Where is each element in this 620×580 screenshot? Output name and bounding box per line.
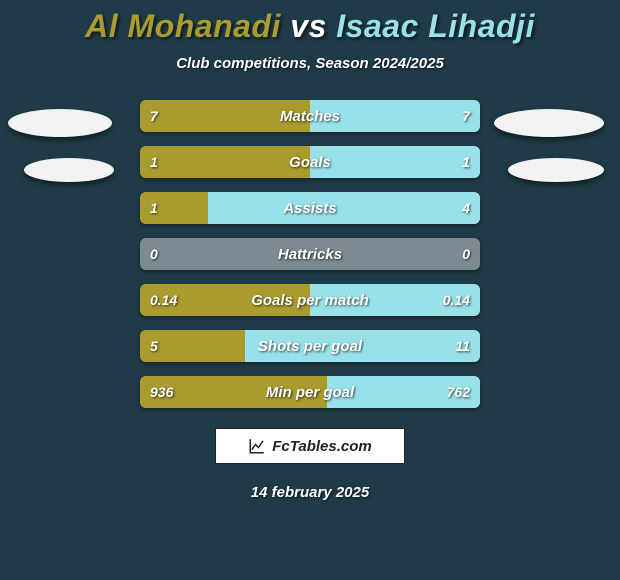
- brand-box: FcTables.com: [215, 428, 405, 464]
- brand-text: FcTables.com: [272, 438, 371, 455]
- stat-bar-left: [140, 100, 310, 132]
- avatar-ellipse: [508, 158, 604, 182]
- avatar-ellipse: [494, 109, 604, 137]
- stat-bar-left: [140, 192, 208, 224]
- stat-rows: Matches77 Goals11 Assists14 Hattricks0 0 Goal…: [140, 100, 480, 408]
- stat-row: Goals11: [140, 146, 480, 178]
- title-player1: Al Mohanadi: [85, 8, 281, 44]
- avatar-ellipse: [24, 158, 114, 182]
- stat-row: Goals per match0.140.14: [140, 284, 480, 316]
- date-line: 14 february 2025: [251, 484, 369, 501]
- stat-row: Assists14: [140, 192, 480, 224]
- stat-row: Hattricks0 0: [140, 238, 480, 270]
- stat-row: Shots per goal511: [140, 330, 480, 362]
- title-player2: Isaac Lihadji: [336, 8, 535, 44]
- stat-bar-right: [310, 284, 480, 316]
- stat-row: Min per goal936762: [140, 376, 480, 408]
- page-title: Al Mohanadi vs Isaac Lihadji: [85, 8, 535, 45]
- stat-value-right: 0: [462, 238, 470, 270]
- stat-bar-left: [140, 284, 310, 316]
- stat-label: Hattricks: [140, 238, 480, 270]
- stat-bar-right: [327, 376, 480, 408]
- stat-row: Matches77: [140, 100, 480, 132]
- brand-chart-icon: [248, 437, 266, 455]
- stat-bar-right: [310, 100, 480, 132]
- avatar-ellipse: [8, 109, 112, 137]
- stat-bar-left: [140, 376, 327, 408]
- stat-bar-right: [245, 330, 480, 362]
- stat-bar-left: [140, 330, 245, 362]
- stat-value-left: 0: [150, 238, 158, 270]
- stats-area: Matches77 Goals11 Assists14 Hattricks0 0 Goal…: [0, 100, 620, 410]
- subtitle: Club competitions, Season 2024/2025: [176, 55, 444, 72]
- content-root: Al Mohanadi vs Isaac Lihadji Club compet…: [0, 0, 620, 580]
- stat-bar-right: [310, 146, 480, 178]
- stat-bar-right: [208, 192, 480, 224]
- title-vs: vs: [290, 8, 327, 44]
- stat-bar-left: [140, 146, 310, 178]
